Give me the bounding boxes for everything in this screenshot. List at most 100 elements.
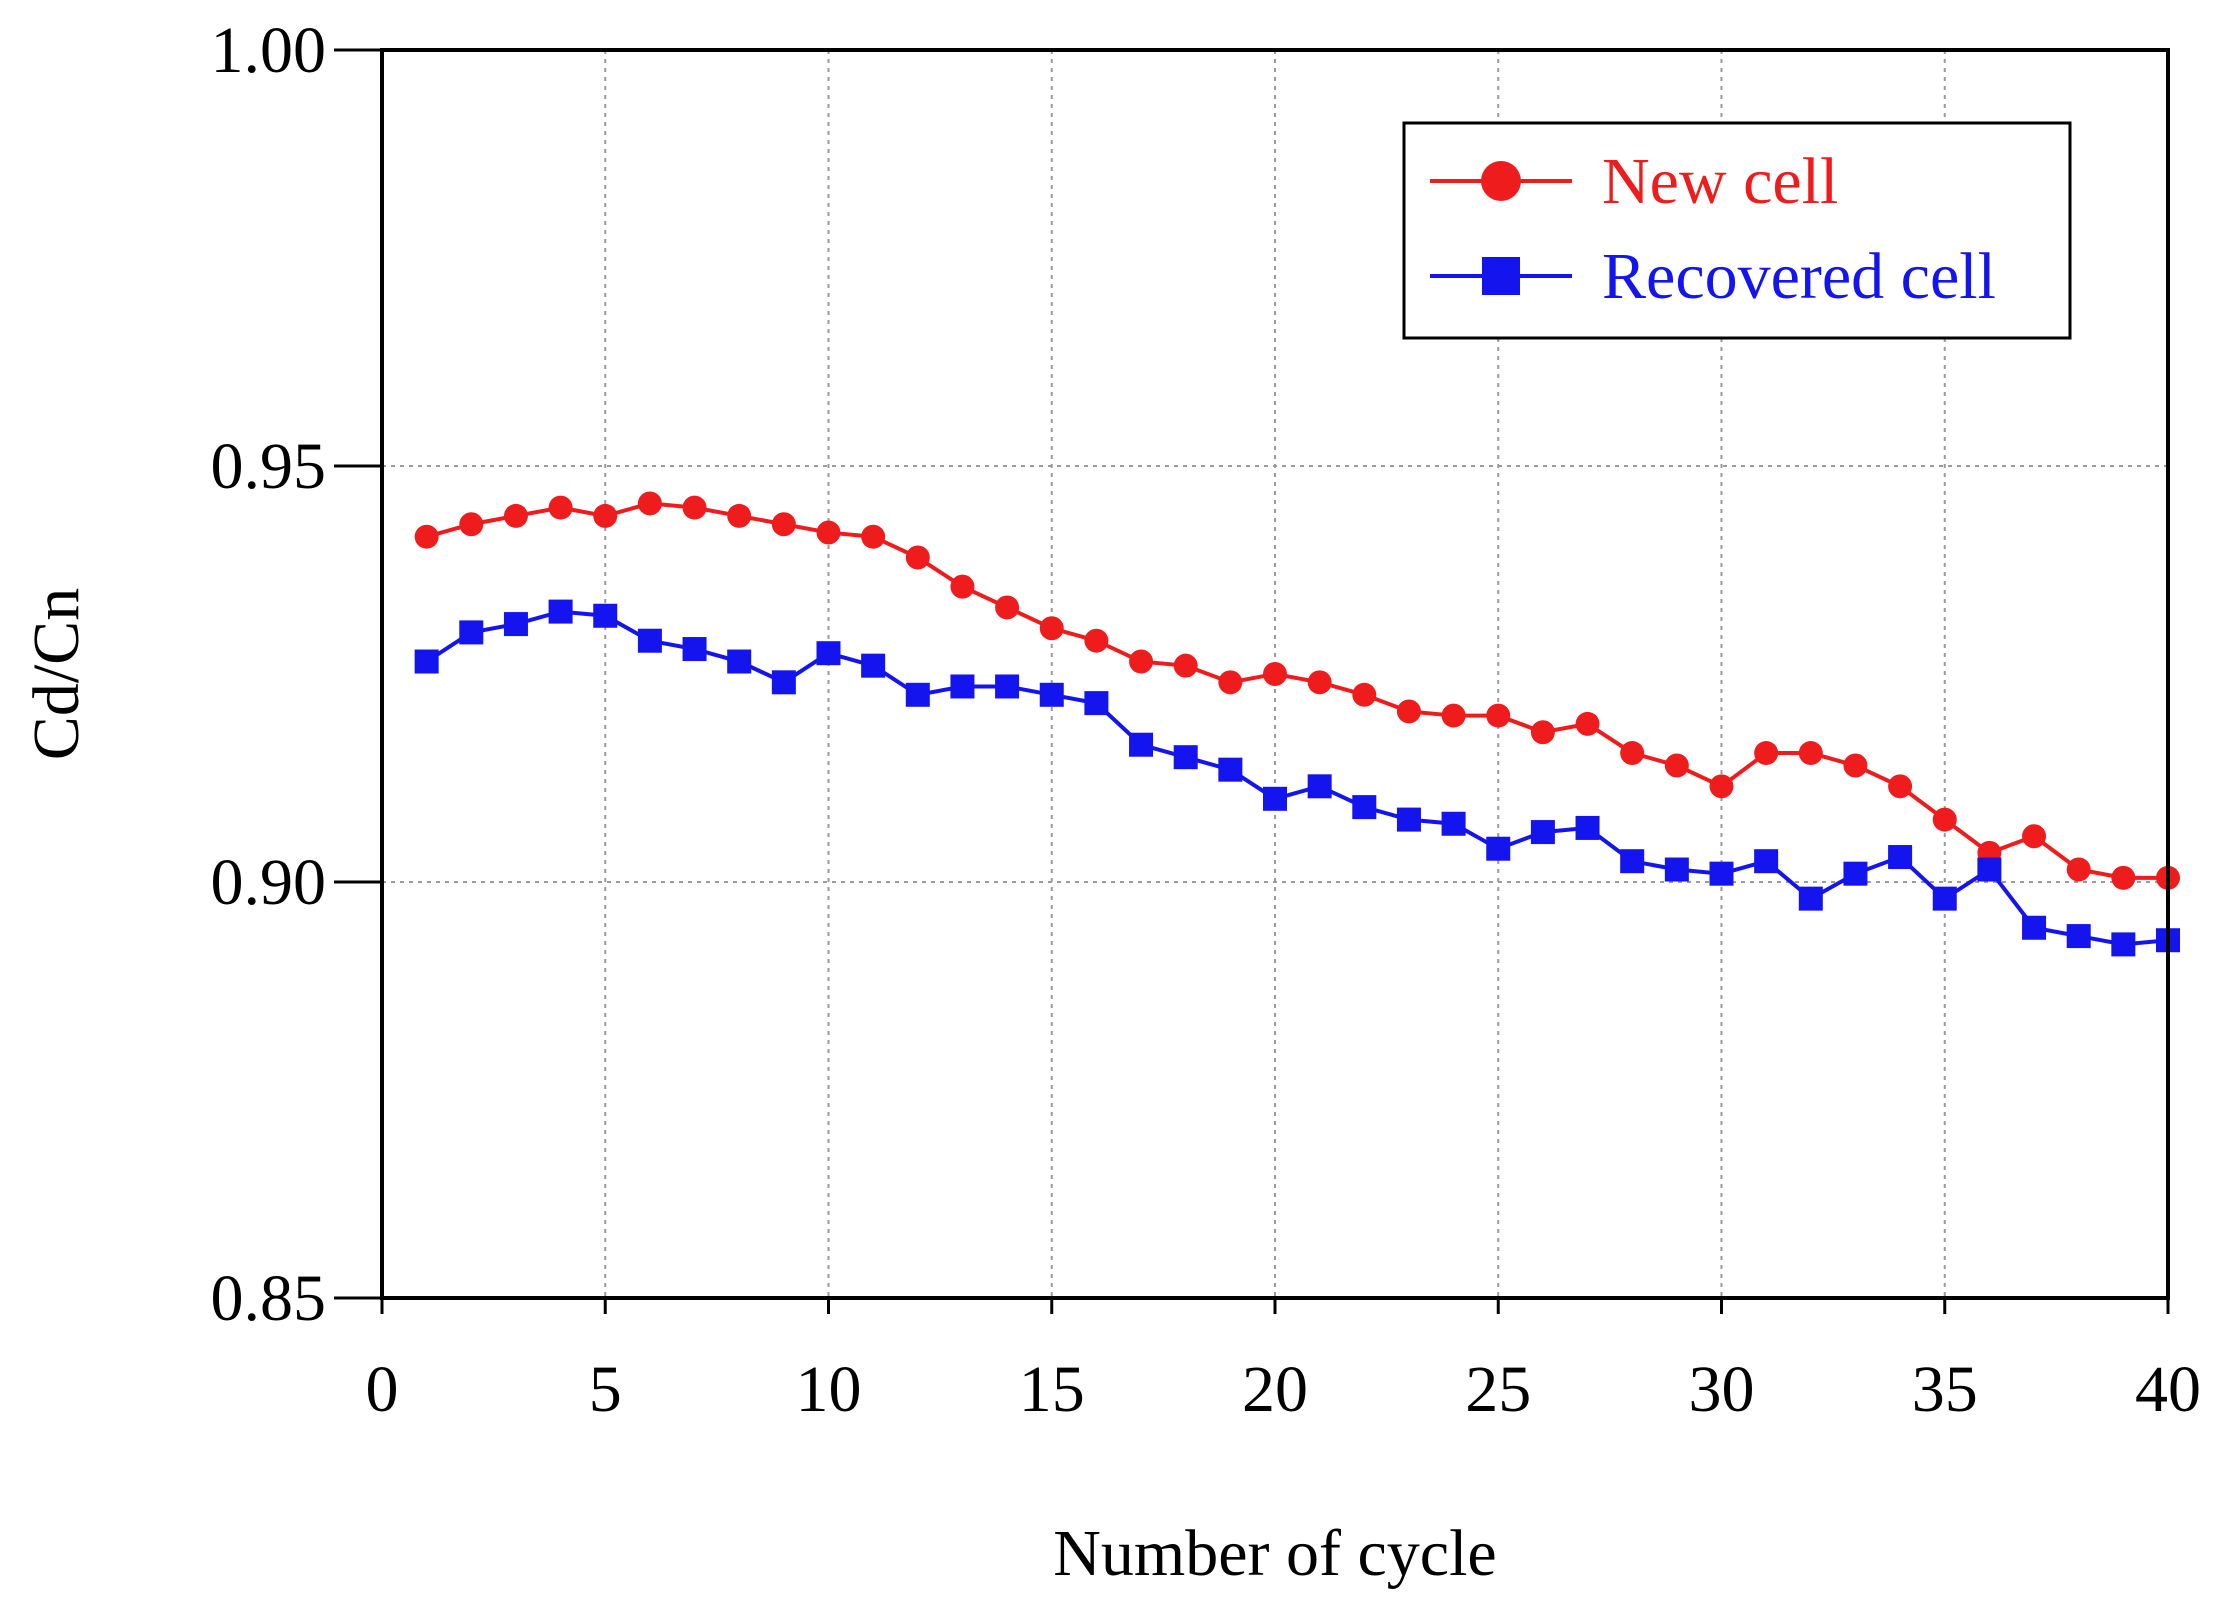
data-point-recovered-cell bbox=[2022, 915, 2047, 940]
data-point-new-cell bbox=[1486, 703, 1511, 728]
data-point-recovered-cell bbox=[1932, 886, 1957, 911]
legend-label-new-cell: New cell bbox=[1602, 145, 1838, 218]
data-point-recovered-cell bbox=[414, 649, 439, 674]
x-tick-label: 0 bbox=[366, 1353, 399, 1426]
data-point-new-cell bbox=[1084, 628, 1109, 653]
data-point-recovered-cell bbox=[727, 649, 752, 674]
data-point-recovered-cell bbox=[593, 603, 618, 628]
data-point-new-cell bbox=[1620, 741, 1645, 766]
data-point-recovered-cell bbox=[1396, 807, 1421, 832]
data-point-recovered-cell bbox=[1352, 795, 1377, 820]
x-tick-label: 40 bbox=[2135, 1353, 2201, 1426]
data-point-new-cell bbox=[1307, 670, 1332, 695]
data-point-new-cell bbox=[1888, 774, 1913, 799]
data-point-recovered-cell bbox=[950, 674, 975, 699]
data-point-new-cell bbox=[727, 503, 752, 528]
data-point-new-cell bbox=[1396, 699, 1421, 724]
data-point-recovered-cell bbox=[1129, 732, 1154, 757]
data-point-recovered-cell bbox=[503, 612, 528, 637]
data-point-new-cell bbox=[1530, 720, 1555, 745]
x-tick-label: 25 bbox=[1465, 1353, 1531, 1426]
data-point-new-cell bbox=[771, 512, 796, 537]
data-point-new-cell bbox=[861, 524, 886, 549]
x-tick-label: 15 bbox=[1019, 1353, 1085, 1426]
data-point-recovered-cell bbox=[861, 653, 886, 678]
data-point-recovered-cell bbox=[2111, 932, 2136, 957]
data-point-recovered-cell bbox=[1039, 682, 1064, 707]
data-point-new-cell bbox=[950, 574, 975, 599]
data-point-recovered-cell bbox=[1664, 857, 1689, 882]
data-point-recovered-cell bbox=[771, 670, 796, 695]
x-tick-label: 20 bbox=[1242, 1353, 1308, 1426]
data-point-new-cell bbox=[593, 503, 618, 528]
data-point-recovered-cell bbox=[548, 599, 573, 624]
legend-label-recovered-cell: Recovered cell bbox=[1602, 240, 1996, 313]
data-point-recovered-cell bbox=[1263, 786, 1287, 811]
data-point-new-cell bbox=[1173, 653, 1198, 678]
data-point-new-cell bbox=[1352, 682, 1377, 707]
data-point-recovered-cell bbox=[1709, 861, 1734, 886]
legend-box bbox=[1402, 121, 2072, 340]
data-point-recovered-cell bbox=[995, 674, 1020, 699]
data-point-new-cell bbox=[1843, 753, 1868, 778]
data-point-new-cell bbox=[548, 495, 573, 520]
x-tick-label: 5 bbox=[589, 1353, 622, 1426]
data-point-recovered-cell bbox=[1843, 861, 1868, 886]
data-point-recovered-cell bbox=[1575, 815, 1600, 840]
data-point-recovered-cell bbox=[1486, 836, 1511, 861]
data-point-new-cell bbox=[1754, 741, 1779, 766]
y-axis-label: Cd/Cn bbox=[20, 588, 93, 760]
data-point-recovered-cell bbox=[1530, 820, 1555, 845]
data-point-new-cell bbox=[905, 545, 930, 570]
data-point-new-cell bbox=[2022, 824, 2047, 849]
data-point-recovered-cell bbox=[1441, 811, 1466, 836]
y-tick-label: 1.00 bbox=[211, 14, 327, 87]
series-line-new-cell bbox=[426, 501, 2168, 880]
series-layer bbox=[414, 491, 2180, 957]
data-point-new-cell bbox=[459, 512, 484, 537]
x-tick-label: 35 bbox=[1912, 1353, 1978, 1426]
axis-tick-labels: 0 5 10 15 20 25 30 35 40 0.85 0.90 0.95 1.00 bbox=[211, 14, 2202, 1426]
data-point-recovered-cell bbox=[1218, 757, 1243, 782]
data-point-recovered-cell bbox=[2066, 924, 2091, 949]
data-point-new-cell bbox=[1575, 711, 1600, 736]
data-point-recovered-cell bbox=[1754, 849, 1779, 874]
data-point-new-cell bbox=[2111, 865, 2136, 890]
data-point-new-cell bbox=[1263, 662, 1287, 686]
legend-marker-recovered-cell bbox=[1482, 257, 1520, 295]
legend: New cell Recovered cell bbox=[1402, 121, 2072, 340]
x-tick-label: 10 bbox=[796, 1353, 862, 1426]
data-point-recovered-cell bbox=[1798, 886, 1823, 911]
data-point-new-cell bbox=[1039, 616, 1064, 641]
legend-marker-new-cell bbox=[1481, 161, 1521, 201]
data-point-recovered-cell bbox=[682, 637, 707, 662]
y-tick-label: 0.85 bbox=[211, 1262, 327, 1335]
data-point-recovered-cell bbox=[1307, 774, 1332, 799]
series-line-recovered-cell bbox=[425, 609, 2169, 947]
y-tick-label: 0.90 bbox=[211, 846, 327, 919]
data-point-recovered-cell bbox=[1888, 845, 1913, 870]
data-point-recovered-cell bbox=[1084, 691, 1109, 716]
data-point-new-cell bbox=[2066, 857, 2091, 882]
data-point-new-cell bbox=[414, 524, 439, 549]
x-tick-label: 30 bbox=[1689, 1353, 1755, 1426]
data-point-recovered-cell bbox=[637, 628, 662, 653]
data-point-recovered-cell bbox=[1620, 849, 1645, 874]
data-point-new-cell bbox=[1664, 753, 1689, 778]
axis-ticks bbox=[334, 48, 2170, 1314]
data-point-recovered-cell bbox=[905, 682, 930, 707]
data-point-new-cell bbox=[503, 503, 528, 528]
x-axis-label: Number of cycle bbox=[1053, 1517, 1496, 1590]
data-point-new-cell bbox=[995, 595, 1020, 620]
data-point-new-cell bbox=[1709, 774, 1734, 799]
data-point-new-cell bbox=[1798, 741, 1823, 766]
data-point-recovered-cell bbox=[459, 620, 484, 645]
data-point-new-cell bbox=[1932, 807, 1957, 832]
data-point-new-cell bbox=[816, 520, 841, 545]
data-point-new-cell bbox=[1218, 670, 1243, 695]
data-point-recovered-cell bbox=[816, 641, 841, 666]
data-point-new-cell bbox=[637, 491, 662, 516]
data-point-new-cell bbox=[1129, 649, 1154, 674]
data-point-recovered-cell bbox=[1977, 857, 2002, 882]
data-point-new-cell bbox=[682, 495, 707, 520]
